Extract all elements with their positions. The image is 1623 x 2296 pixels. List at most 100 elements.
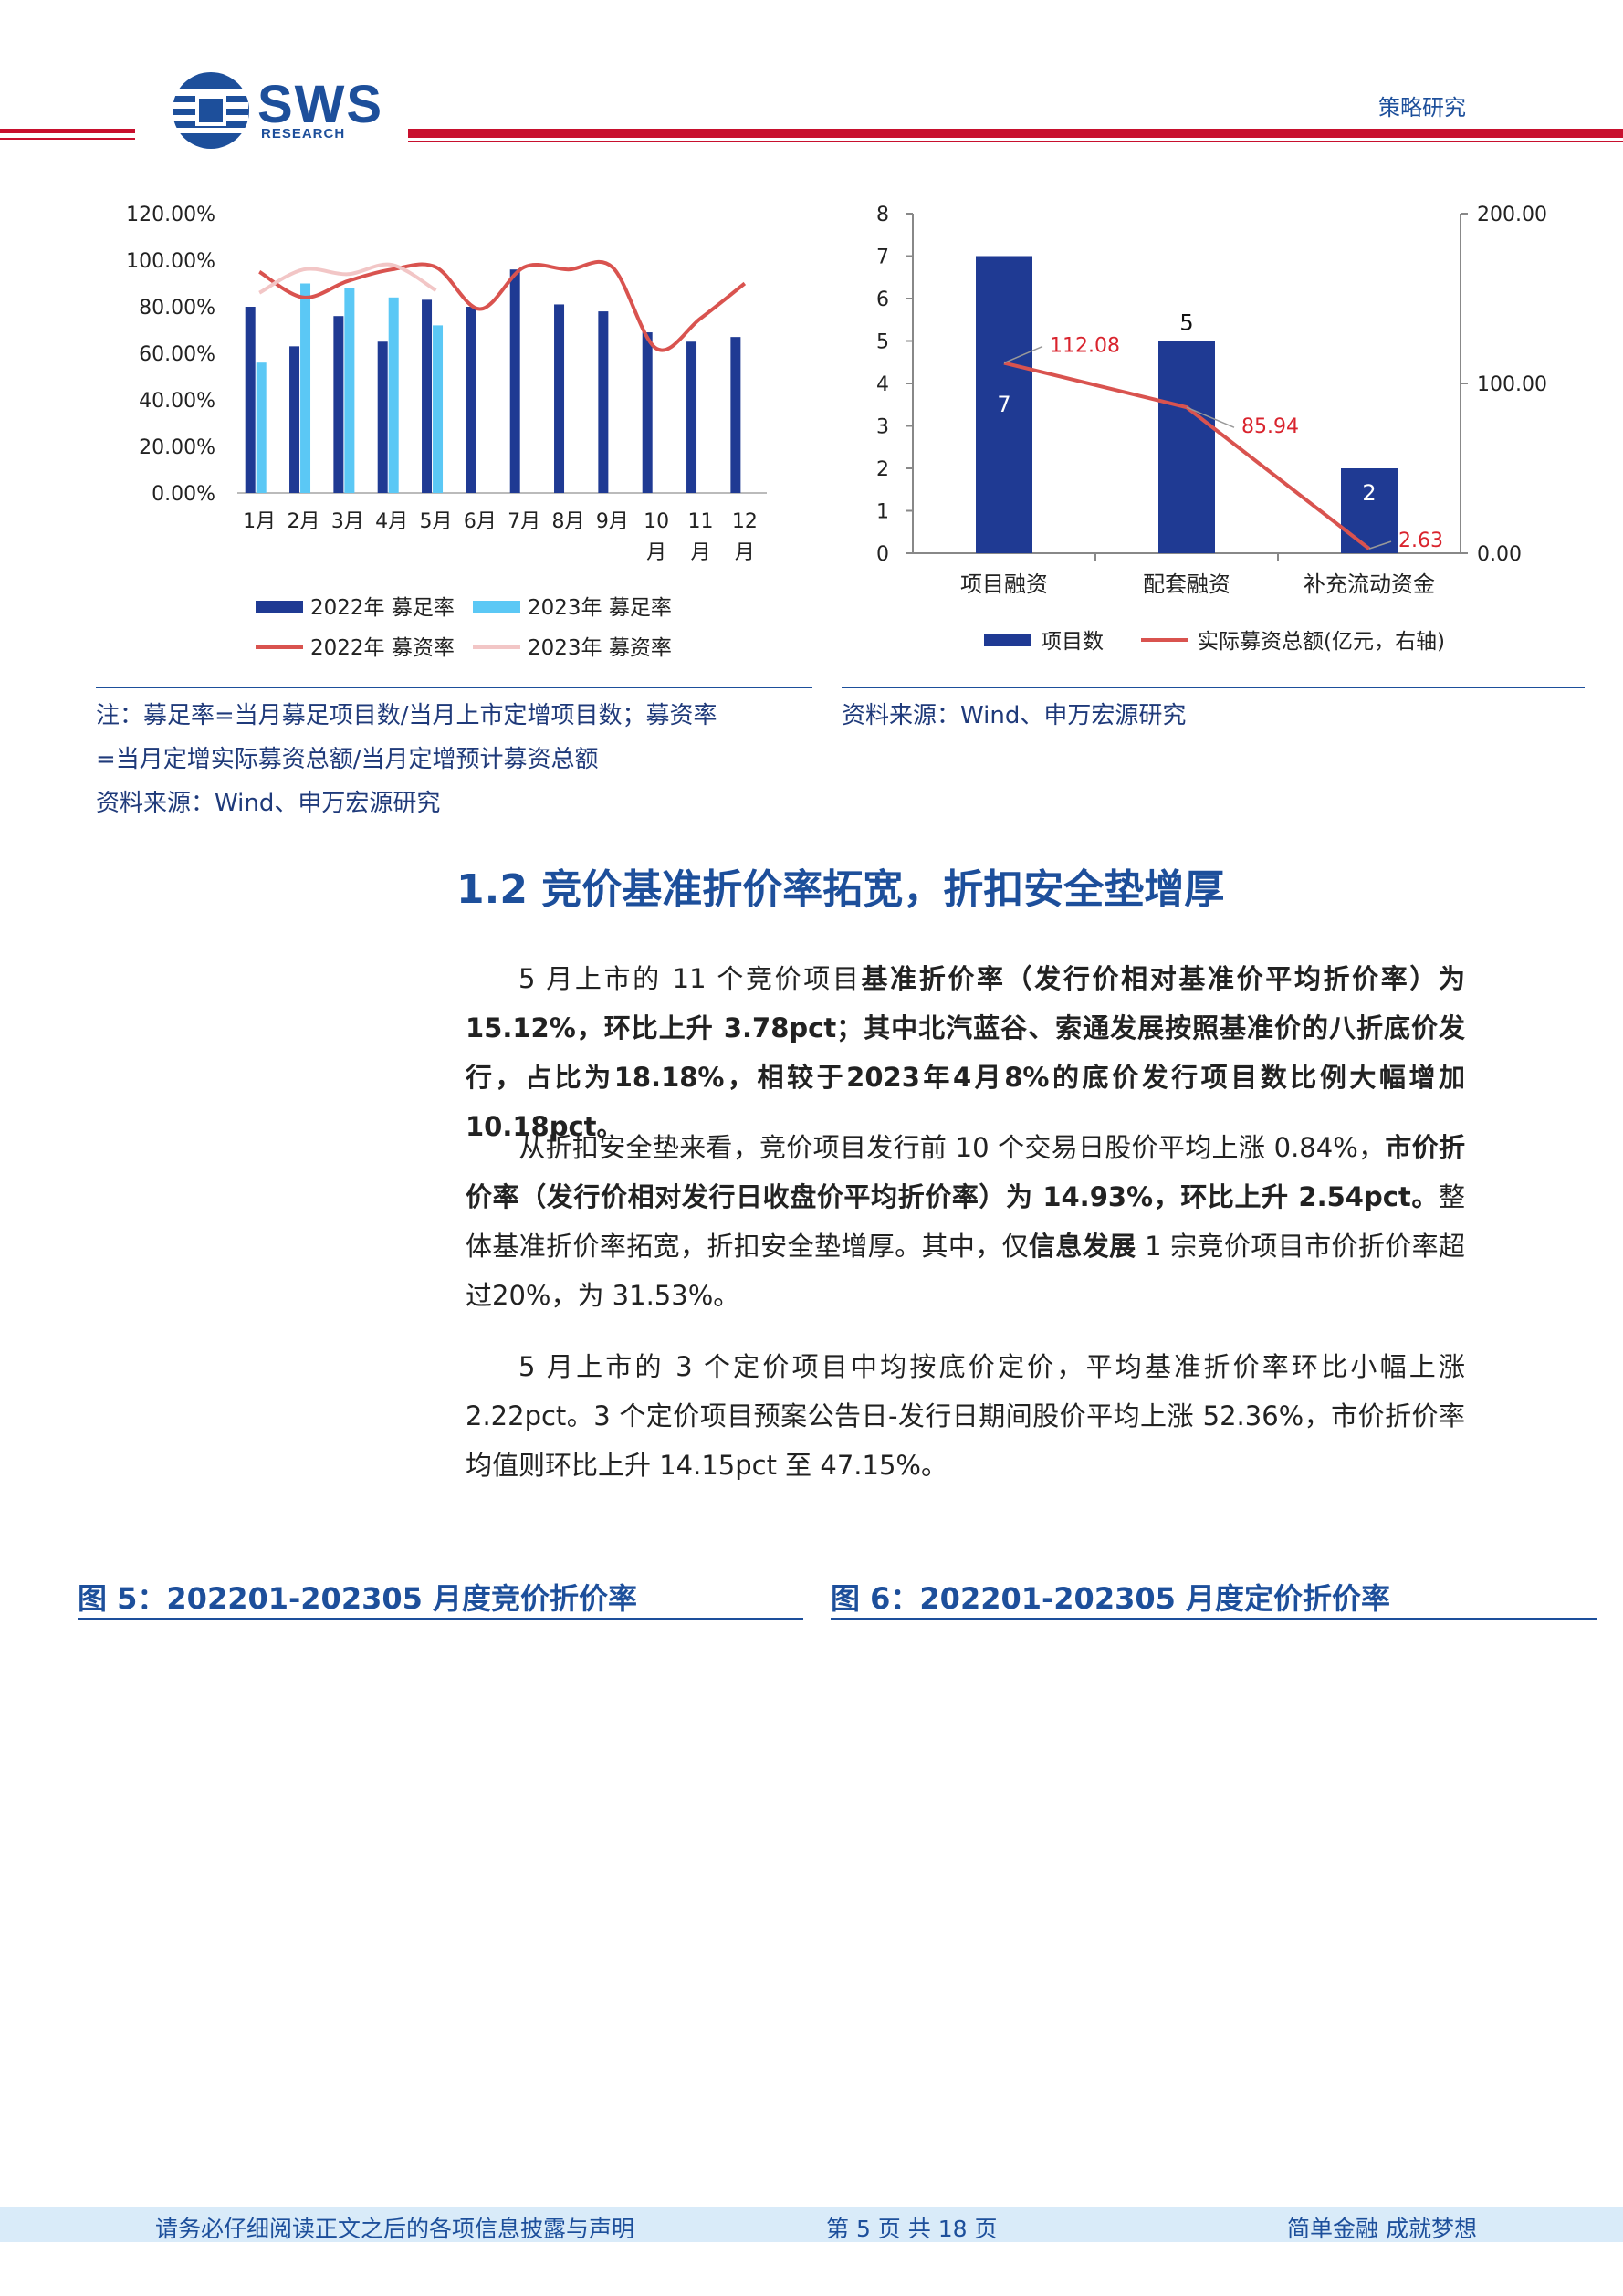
legend-swatch [473,601,520,613]
footer-slogan: 简单金融 成就梦想 [1287,2216,1477,2242]
y-tick-label: 2 [876,458,889,481]
y-tick-label: 3 [876,416,889,439]
legend-label: 2023年 募资率 [528,636,672,660]
x-tick-label: 5月 [420,510,453,533]
y-tick-label: 8 [876,204,889,226]
right-chart-rule [842,687,1585,688]
bar-2022 [598,311,609,493]
y-tick-label: 7 [876,246,889,269]
bar-2022 [509,269,520,493]
bar-data-label: 2 [1362,480,1376,506]
chart-note-line-1: 注：募足率=当月募足项目数/当月上市定增项目数；募资率 [96,702,717,729]
bar-project-count [976,256,1032,553]
legend-label: 2022年 募足率 [310,596,455,620]
report-type-label: 策略研究 [1378,95,1466,121]
line-data-label: 112.08 [1050,335,1120,358]
y-tick-label: 5 [876,331,889,354]
legend-label: 2023年 募足率 [528,596,672,620]
header-rule-left [0,129,135,133]
y-tick-label: 80.00% [139,297,215,320]
x-tick-label-num: 11 [688,510,714,533]
left-chart-rule [96,687,812,688]
x-tick-label: 7月 [508,510,540,533]
financing-purpose-chart: 8 7 6 5 4 3 2 1 0 200.00 100.00 0.00 项目融资 配套融资 补充流动资金 7… [876,204,1547,654]
y-tick-label: 6 [876,288,889,311]
paragraph-2-mid: 整体基准折价率拓宽，折扣安全垫增厚。其中，仅 [466,1181,1465,1262]
chart-note-line-2: =当月定增实际募资总额/当月定增预计募资总额 [96,746,599,773]
label-leader-line [1186,406,1235,428]
x-tick-label-unit: 月 [735,541,755,564]
paragraph-3-text: 5 月上市的 3 个定价项目中均按底价定价，平均基准折价率环比小幅上涨2.22p… [466,1351,1465,1481]
paragraph-1: 5 月上市的 11 个竞价项目基准折价率（发行价相对基准价平均折价率）为15.1… [466,954,1465,1151]
line-2022-rate [258,259,747,352]
bar-2023 [388,297,399,493]
bar-2022 [686,341,697,493]
x-tick-label: 2月 [288,510,320,533]
bar-project-count [1341,468,1398,553]
paragraph-2: 从折扣安全垫来看，竞价项目发行前 10 个交易日股价平均上涨 0.84%，市价折… [466,1123,1465,1320]
legend-label: 2022年 募资率 [310,636,455,660]
bar-2022 [333,316,344,493]
bar-project-count [1158,341,1215,553]
x-tick-label: 6月 [464,510,497,533]
y2-tick-label: 100.00 [1477,373,1547,396]
paragraph-1-bold: 基准折价率（发行价相对基准价平均折价率）为15.12%，环比上升 3.78pct… [466,963,1465,1142]
bar-2022 [466,307,476,493]
bar-2023 [344,288,355,493]
legend-swatch [256,601,303,613]
x-tick-label-unit: 月 [690,541,710,564]
legend-label: 项目数 [1041,630,1104,654]
x-tick-label-num: 12 [732,510,758,533]
figure-6-rule [831,1618,1597,1620]
y-tick-label: 60.00% [139,343,215,366]
header-rule-right [408,129,1623,138]
label-leader-line [1368,540,1392,550]
x-tick-label: 补充流动资金 [1304,571,1435,597]
x-tick-label-unit: 月 [646,541,666,564]
paragraph-1-lead: 5 月上市的 11 个竞价项目 [518,963,862,994]
footer-band [0,2207,1623,2242]
figure-6-title: 图 6：202201-202305 月度定价折价率 [831,1581,1391,1616]
sws-logo-icon [173,72,249,149]
line-2023-rate [258,262,437,295]
legend-label: 实际募资总额(亿元，右轴) [1198,630,1445,654]
header-rule-left-thin [0,138,135,140]
label-leader-line [1003,345,1043,364]
x-tick-label: 8月 [552,510,585,533]
y2-tick-label: 0.00 [1477,543,1522,566]
line-data-label: 2.63 [1398,529,1443,552]
bar-2022 [289,346,300,493]
bar-2022 [245,307,256,493]
figure-5-title: 图 5：202201-202305 月度竞价折价率 [78,1581,638,1616]
bar-2022 [642,332,653,493]
bar-2022 [377,341,388,493]
bar-data-label: 7 [997,392,1010,417]
y-tick-label: 40.00% [139,390,215,413]
footer-page-number: 第 5 页 共 18 页 [826,2216,998,2242]
bar-data-label: 5 [1179,310,1193,336]
y-tick-label: 20.00% [139,436,215,459]
y-tick-label: 0 [876,543,889,566]
right-source: 资料来源：Wind、申万宏源研究 [842,702,1187,729]
paragraph-2-bold: 市价折价率（发行价相对发行日收盘价平均折价率）为 14.93%，环比上升 2.5… [466,1132,1465,1212]
left-source: 资料来源：Wind、申万宏源研究 [96,790,441,817]
x-tick-label: 9月 [596,510,629,533]
bar-2022 [554,304,565,493]
logo-wordmark: SWS [257,75,384,134]
legend-swatch [984,634,1031,646]
bar-2022 [422,299,433,493]
y-tick-label: 100.00% [126,250,215,273]
y2-tick-label: 200.00 [1477,204,1547,226]
x-tick-label: 4月 [375,510,408,533]
bar-2023 [300,283,311,493]
footer-disclaimer: 请务必仔细阅读正文之后的各项信息披露与声明 [155,2216,635,2242]
line-data-label: 85.94 [1241,415,1299,438]
paragraph-3: 5 月上市的 3 个定价项目中均按底价定价，平均基准折价率环比小幅上涨2.22p… [466,1342,1465,1490]
paragraph-2-bold-2: 信息发展 [1029,1231,1136,1262]
x-tick-label: 配套融资 [1143,571,1230,597]
x-tick-label: 3月 [331,510,364,533]
header-rule-right-thin [408,141,1623,142]
bar-2023 [433,325,444,493]
x-tick-label: 1月 [243,510,276,533]
paragraph-2-lead: 从折扣安全垫来看，竞价项目发行前 10 个交易日股价平均上涨 0.84%， [518,1132,1386,1163]
